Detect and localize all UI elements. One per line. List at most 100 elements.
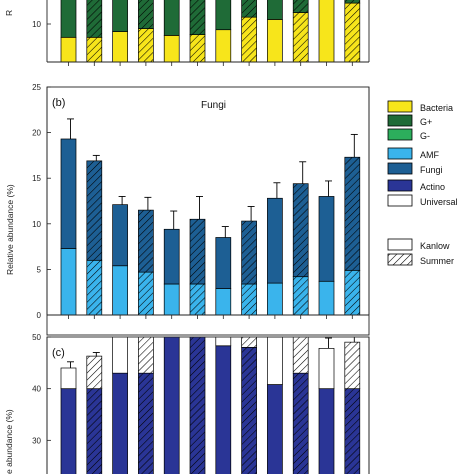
panel-b-bar-amf-11 [318, 280, 335, 315]
panel-a-bar-g-1 [60, 0, 77, 38]
panel-c-bar-actino-1 [60, 388, 77, 474]
panel-a-hatch-0-6 [190, 34, 205, 62]
legend-label-actino: Actino [420, 182, 445, 192]
legend: Bacteria G+ G- AMF Fungi Actino Universa… [387, 100, 458, 266]
panel-c-bar-universal-9 [267, 337, 283, 385]
panel-c-hatch-1-12 [344, 342, 360, 389]
panel-c-hatch-0-6 [190, 337, 205, 474]
legend-label-gneg: G- [420, 131, 430, 141]
panel-b-bar-amf-1 [60, 248, 77, 315]
panel-a-hatch-0-10 [293, 12, 309, 62]
panel-a-hatch-0-12 [344, 3, 360, 62]
panel-c-bar-universal-1 [60, 367, 77, 390]
panel-b-title: Fungi [201, 100, 226, 111]
panel-c-bar-actino-5 [163, 337, 180, 474]
legend-swatch-summer [387, 253, 413, 266]
panel-c-bar-actino-9 [267, 384, 283, 474]
legend-swatch-universal [387, 194, 413, 207]
panel-b-hatch-1-6 [190, 219, 205, 284]
panel-c-bar-actino-3 [112, 372, 128, 474]
panel-c-bar-universal-3 [112, 337, 128, 374]
panel-b-bar-amf-9 [267, 282, 283, 315]
panel-a-bar-bacteria-3 [112, 31, 128, 62]
panel-c-hatch-0-8 [241, 347, 257, 474]
panel-c-ytick-label-2: 40 [32, 385, 41, 394]
panel-c: (c) e abundance (%) 30 40 50 [4, 333, 370, 474]
panel-c-hatch-0-2 [86, 388, 102, 474]
panel-a-hatch-1-6 [190, 0, 205, 35]
panel-b-hatch-0-6 [190, 283, 205, 315]
panel-a-bar-bacteria-7 [215, 29, 232, 62]
panel-a-hatch-0-8 [241, 17, 257, 62]
panel-a-ytick-label-0: 10 [32, 20, 41, 29]
panel-b-bar-amf-7 [215, 288, 232, 315]
legend-swatch-gpos [387, 114, 413, 127]
panel-b-ylabel: Relative abundance (%) [5, 184, 15, 275]
panel-b-bar-fungi-3 [112, 204, 128, 267]
panel-c-bar-universal-11 [318, 348, 335, 390]
panel-a-hatch-1-4 [138, 0, 154, 29]
panel-b-bars [60, 118, 361, 315]
panel-a: R 10 [4, 0, 370, 66]
panel-a-hatch-0-4 [138, 28, 154, 62]
panel-b: (b) Fungi Relative abundance (%) 0 5 10 15 2… [5, 83, 370, 336]
panel-b-bar-amf-5 [163, 283, 180, 315]
panel-a-bar-bacteria-9 [267, 19, 283, 62]
panel-b-hatch-1-4 [138, 210, 154, 273]
panel-b-bar-fungi-11 [318, 196, 335, 282]
legend-swatch-gneg [387, 128, 413, 141]
panel-c-bar-actino-7 [215, 345, 232, 474]
legend-label-bacteria: Bacteria [420, 103, 453, 113]
panel-b-ytick-label-1: 5 [37, 265, 42, 274]
panel-b-hatch-1-2 [86, 160, 102, 261]
legend-label-fungi: Fungi [420, 165, 443, 175]
panel-b-hatch-0-2 [86, 260, 102, 315]
panel-c-hatch-1-4 [138, 337, 154, 374]
panel-a-bar-bacteria-5 [163, 35, 180, 62]
panel-a-hatch-0-2 [86, 37, 102, 62]
panel-a-bar-g-5 [163, 0, 180, 36]
panel-c-ytick-label-1: 30 [32, 436, 41, 445]
panel-c-ytick-label-3: 50 [32, 333, 41, 342]
legend-label-amf: AMF [420, 150, 440, 160]
legend-swatch-fungi [387, 162, 413, 175]
panel-b-bar-fungi-9 [267, 197, 283, 284]
panel-a-bars [60, 0, 361, 62]
legend-label-gpos: G+ [420, 117, 432, 127]
panel-c-hatch-0-12 [344, 388, 360, 474]
panel-b-letter: (b) [52, 97, 65, 109]
panel-a-hatch-1-2 [86, 0, 102, 38]
panel-c-bar-actino-11 [318, 388, 335, 474]
panel-c-ylabel: e abundance (%) [4, 409, 14, 474]
panel-b-hatch-1-12 [344, 157, 360, 271]
panel-b-hatch-0-8 [241, 283, 257, 315]
panel-a-plot: 10 [32, 0, 370, 66]
panel-a-bar-bacteria-11 [318, 0, 335, 62]
panel-b-bar-amf-3 [112, 265, 128, 315]
panel-c-hatch-0-10 [293, 373, 309, 474]
panel-b-bar-fungi-1 [60, 138, 77, 249]
legend-label-summer: Summer [420, 256, 454, 266]
panel-b-hatch-1-10 [293, 183, 309, 277]
panel-a-bar-g-7 [215, 0, 232, 31]
panel-c-hatch-1-10 [293, 337, 309, 374]
panel-b-ytick-label-2: 10 [32, 220, 41, 229]
panel-c-hatch-0-4 [138, 373, 154, 474]
panel-c-hatch-1-8 [241, 337, 257, 348]
panel-b-ytick-label-3: 15 [32, 174, 41, 183]
panel-c-bars [60, 337, 361, 474]
panel-c-hatch-1-2 [86, 356, 102, 389]
panel-b-hatch-1-8 [241, 221, 257, 284]
legend-swatch-amf [387, 147, 413, 160]
legend-label-kanlow: Kanlow [420, 241, 450, 251]
panel-a-bar-g-9 [267, 0, 283, 20]
legend-swatch-actino [387, 179, 413, 192]
panel-b-ytick-label-4: 20 [32, 129, 41, 138]
panel-b-bar-fungi-5 [163, 228, 180, 285]
panel-c-letter: (c) [52, 347, 65, 359]
panel-a-bar-g-3 [112, 0, 128, 32]
legend-swatch-kanlow [387, 238, 413, 251]
legend-swatch-bacteria [387, 100, 413, 113]
panel-b-plot: 0 5 10 15 20 25 [32, 83, 370, 336]
panel-a-ylabel: R [4, 10, 14, 16]
